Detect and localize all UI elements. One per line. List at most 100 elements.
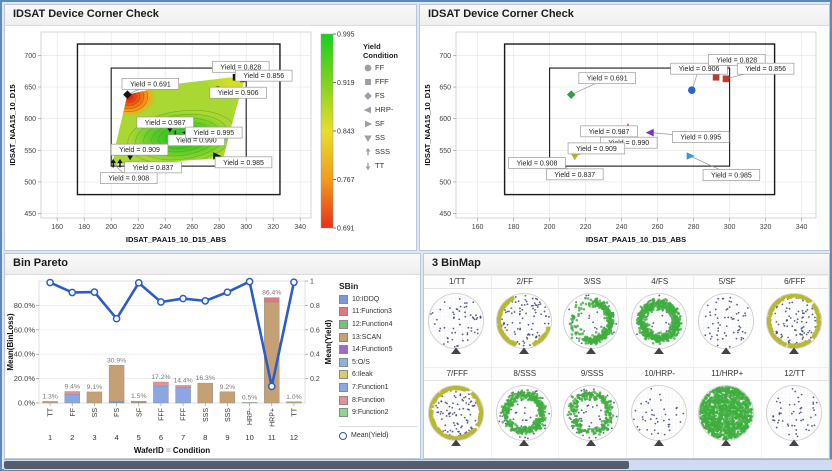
arrow-up-icon xyxy=(365,147,371,155)
svg-text:200: 200 xyxy=(544,224,556,231)
svg-text:FFF: FFF xyxy=(181,408,188,421)
color-swatch xyxy=(339,395,348,405)
wafer-map-2[interactable] xyxy=(491,289,559,367)
wafer-map-3[interactable] xyxy=(559,289,627,367)
svg-text:1.5%: 1.5% xyxy=(131,393,147,400)
svg-text:Yield = 0.909: Yield = 0.909 xyxy=(576,146,617,153)
wafer-map-10[interactable] xyxy=(626,381,694,458)
legend-item-fs[interactable]: FS xyxy=(361,89,416,102)
panel-corner-scatter: IDSAT Device Corner Check 160 180 200 220 24… xyxy=(419,4,830,251)
sbin-item[interactable]: 11:Function3 xyxy=(339,306,418,319)
legend-item-fff[interactable]: FFF xyxy=(361,75,416,88)
mean-yield-legend[interactable]: Mean(Yield) xyxy=(339,425,418,440)
wafer-label: 6/FFF xyxy=(761,275,829,289)
svg-text:9.1%: 9.1% xyxy=(87,384,103,391)
sbin-item[interactable]: 10:IDDQ xyxy=(339,293,418,306)
wafer-map-grid: 1/TT 2/FF 3/SS 4/FS 5/SF 6/FFF 7/FFF 8/SSS 9/SSS… xyxy=(424,275,829,458)
svg-text:600: 600 xyxy=(439,116,451,123)
wafer-map-4[interactable] xyxy=(626,289,694,367)
svg-text:1: 1 xyxy=(310,279,314,286)
sbin-item[interactable]: 7:Function1 xyxy=(339,381,418,394)
panel-title-binmap: 3 BinMap xyxy=(424,254,829,275)
color-swatch xyxy=(339,357,348,367)
svg-text:0.8: 0.8 xyxy=(310,303,320,310)
pareto-chart[interactable]: 0.0% 20.0% 40.0% 60.0% 80.0% 0.2 0.4 0.6 0.8 1 1.3… xyxy=(5,275,335,459)
wafer-map-12[interactable] xyxy=(761,381,829,458)
legend-item-sss[interactable]: SSS xyxy=(361,145,416,158)
legend-item-tt[interactable]: TT xyxy=(361,159,416,172)
color-swatch xyxy=(339,332,348,342)
color-swatch xyxy=(339,345,348,355)
svg-text:20.0%: 20.0% xyxy=(14,374,36,383)
svg-text:Mean(BinLoss): Mean(BinLoss) xyxy=(6,313,15,371)
legend-item-ss[interactable]: SS xyxy=(361,131,416,144)
scatter-plot[interactable]: 160 180 200 220 240 260 280 300 320 340 450 500 550 6… xyxy=(420,26,824,248)
svg-text:11: 11 xyxy=(268,433,276,442)
svg-text:HRP-: HRP- xyxy=(247,407,254,425)
color-swatch xyxy=(339,307,348,317)
wafer-map-9[interactable] xyxy=(559,381,627,458)
horizontal-scrollbar[interactable] xyxy=(4,459,832,470)
svg-text:Yield = 0.909: Yield = 0.909 xyxy=(119,147,160,154)
svg-text:340: 340 xyxy=(294,224,306,231)
svg-text:0.4: 0.4 xyxy=(310,352,320,359)
wafer-label: 8/SSS xyxy=(491,367,559,381)
panel-title-contour: IDSAT Device Corner Check xyxy=(5,5,416,26)
svg-text:Yield = 0.828: Yield = 0.828 xyxy=(716,57,757,64)
sbin-item[interactable]: 9:Function2 xyxy=(339,406,418,419)
svg-text:0.5%: 0.5% xyxy=(242,394,258,401)
svg-text:SSS: SSS xyxy=(225,408,232,422)
svg-text:700: 700 xyxy=(24,53,36,60)
svg-text:300: 300 xyxy=(240,224,252,231)
svg-text:SSS: SSS xyxy=(203,408,210,422)
svg-text:280: 280 xyxy=(688,224,700,231)
svg-text:260: 260 xyxy=(652,224,664,231)
svg-text:9.4%: 9.4% xyxy=(65,384,81,391)
svg-text:300: 300 xyxy=(724,224,736,231)
sbin-legend-title: SBin xyxy=(339,281,359,291)
svg-text:9.2%: 9.2% xyxy=(220,384,236,391)
svg-text:30.9%: 30.9% xyxy=(107,357,126,364)
legend-item-sf[interactable]: SF xyxy=(361,117,416,130)
sbin-item[interactable]: 6:Ileak xyxy=(339,369,418,382)
svg-text:260: 260 xyxy=(186,224,198,231)
sbin-item[interactable]: 13:SCAN xyxy=(339,331,418,344)
svg-text:1: 1 xyxy=(48,433,52,442)
sbin-item[interactable]: 12:Function4 xyxy=(339,318,418,331)
wafer-map-8[interactable] xyxy=(491,381,559,458)
svg-text:Yield = 0.987: Yield = 0.987 xyxy=(145,120,186,127)
svg-text:550: 550 xyxy=(24,148,36,155)
panel-title-pareto: Bin Pareto xyxy=(5,254,420,275)
svg-text:9: 9 xyxy=(225,433,229,442)
contour-plot[interactable]: 160 180 200 220 240 260 280 300 320 340 450 500 550 6… xyxy=(5,26,319,248)
svg-text:HRP+: HRP+ xyxy=(269,408,276,427)
svg-text:0.6: 0.6 xyxy=(310,327,320,334)
svg-text:Yield = 0.990: Yield = 0.990 xyxy=(176,138,217,145)
svg-text:Yield = 0.995: Yield = 0.995 xyxy=(193,130,234,137)
wafer-map-7[interactable] xyxy=(424,381,492,458)
wafer-map-11[interactable] xyxy=(694,381,762,458)
svg-text:0.843: 0.843 xyxy=(337,129,355,136)
svg-text:12: 12 xyxy=(290,433,298,442)
yield-condition-legend: Yield Condition FF FFF FS HRP- SF SS SSS TT xyxy=(361,26,416,248)
svg-text:Yield = 0.985: Yield = 0.985 xyxy=(711,172,752,179)
sbin-item[interactable]: 14:Function5 xyxy=(339,343,418,356)
wafer-map-1[interactable] xyxy=(424,289,492,367)
svg-text:280: 280 xyxy=(213,224,225,231)
svg-text:Yield = 0.985: Yield = 0.985 xyxy=(223,160,264,167)
legend-item-ff[interactable]: FF xyxy=(361,61,416,74)
legend-item-hrp-[interactable]: HRP- xyxy=(361,103,416,116)
svg-text:Yield = 0.995: Yield = 0.995 xyxy=(680,135,721,142)
svg-text:IDSAT_NAA15_10_D15: IDSAT_NAA15_10_D15 xyxy=(8,84,17,165)
sbin-item[interactable]: 5:O/S xyxy=(339,356,418,369)
svg-text:SF: SF xyxy=(136,408,143,417)
scrollbar-thumb[interactable] xyxy=(4,461,630,469)
sbin-item[interactable]: 8:Function xyxy=(339,394,418,407)
svg-text:Yield = 0.908: Yield = 0.908 xyxy=(517,160,558,167)
wafer-map-6[interactable] xyxy=(761,289,829,367)
wafer-map-5[interactable] xyxy=(694,289,762,367)
svg-text:320: 320 xyxy=(760,224,772,231)
svg-text:Mean(Yield): Mean(Yield) xyxy=(324,319,333,364)
legend-title: Yield xyxy=(363,42,381,51)
svg-text:8: 8 xyxy=(203,433,207,442)
